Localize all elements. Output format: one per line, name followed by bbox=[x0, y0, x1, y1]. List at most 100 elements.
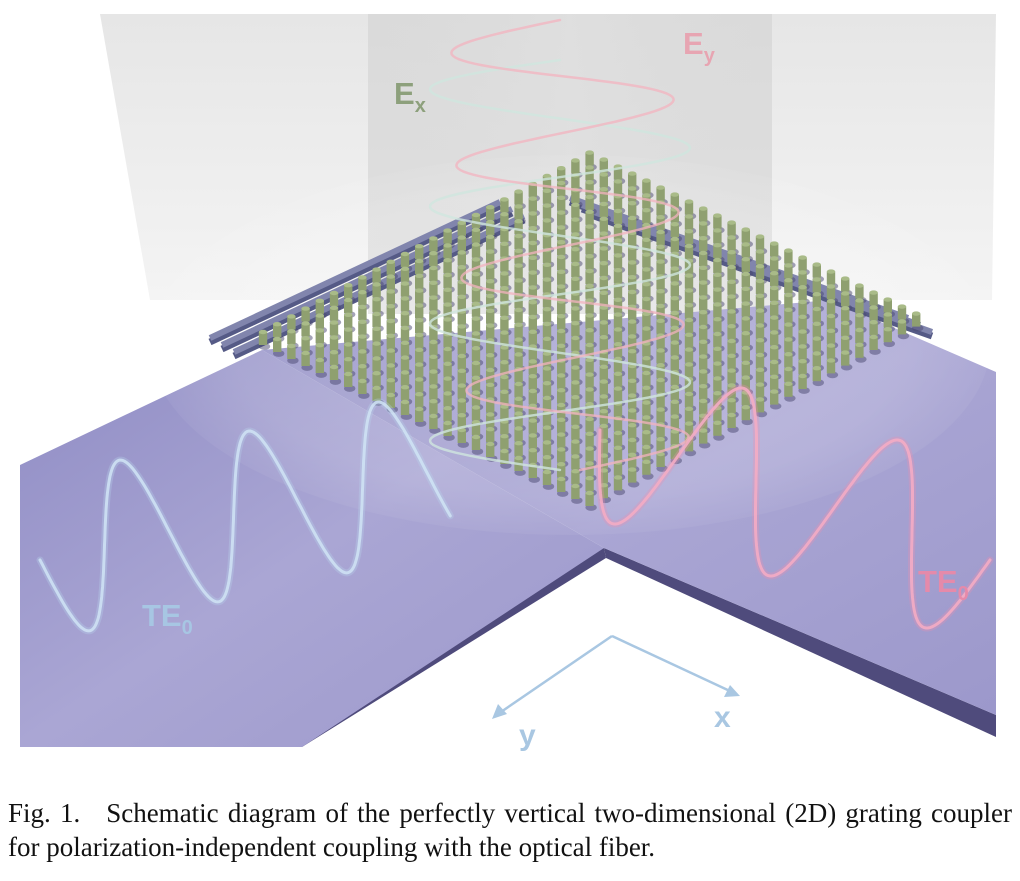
pillar-top bbox=[741, 345, 750, 351]
pillar bbox=[741, 303, 750, 317]
pillar-top bbox=[415, 406, 424, 412]
pillar-top bbox=[628, 186, 637, 191]
pillar bbox=[557, 183, 566, 196]
pillar-top bbox=[798, 285, 807, 290]
pillar bbox=[613, 388, 623, 402]
ex-label: Ex bbox=[394, 76, 426, 117]
pillar-top bbox=[585, 313, 594, 318]
pillar-top bbox=[457, 265, 466, 270]
pillar bbox=[869, 322, 878, 336]
pillar bbox=[784, 383, 793, 397]
pillar-top bbox=[528, 211, 537, 216]
pillar-top bbox=[642, 296, 651, 302]
pillar-top bbox=[542, 381, 552, 386]
pillar bbox=[613, 211, 623, 224]
pillar-top bbox=[812, 262, 821, 267]
pillar-top bbox=[613, 327, 623, 332]
pillar-top bbox=[443, 272, 452, 278]
pillar bbox=[798, 331, 807, 345]
pillar-top bbox=[329, 335, 339, 340]
pillar bbox=[613, 477, 623, 491]
pillar bbox=[386, 335, 395, 349]
pillar-top bbox=[415, 347, 424, 352]
pillar-top bbox=[684, 288, 694, 293]
pillar bbox=[443, 349, 452, 362]
axis-x-arrowhead bbox=[724, 685, 740, 697]
pillar-top bbox=[841, 291, 850, 296]
pillar bbox=[826, 271, 836, 285]
pillar-top bbox=[457, 220, 466, 225]
pillar bbox=[755, 384, 765, 398]
pillar bbox=[812, 338, 821, 352]
pillar-top bbox=[585, 254, 594, 259]
rail-side bbox=[208, 202, 502, 346]
pillar-top bbox=[670, 355, 679, 360]
pillar-top bbox=[699, 295, 708, 300]
pillar bbox=[684, 364, 694, 378]
pillar bbox=[699, 401, 708, 414]
pillar bbox=[585, 359, 594, 373]
pillar bbox=[883, 329, 892, 343]
pillar bbox=[486, 429, 495, 443]
pillar bbox=[628, 395, 637, 409]
pillar bbox=[642, 402, 651, 416]
pillar bbox=[699, 312, 708, 326]
pillar-top bbox=[457, 398, 466, 403]
pillar bbox=[457, 356, 466, 369]
pillar-top bbox=[358, 275, 367, 280]
pillar bbox=[869, 307, 878, 321]
pillar bbox=[670, 446, 679, 460]
pillar-top bbox=[471, 227, 481, 232]
pillar-top bbox=[585, 283, 594, 288]
pillar bbox=[542, 264, 552, 278]
pillar bbox=[528, 435, 537, 449]
pillar bbox=[301, 308, 310, 322]
pillar bbox=[599, 174, 608, 188]
axis-y-line bbox=[497, 634, 613, 716]
pillar bbox=[486, 325, 495, 339]
pillar-top bbox=[812, 366, 821, 371]
pillar bbox=[613, 270, 623, 284]
pillar-top bbox=[471, 390, 481, 395]
pillar bbox=[571, 486, 580, 499]
pillar bbox=[684, 320, 694, 333]
pillar-top bbox=[571, 321, 580, 326]
pillar bbox=[471, 437, 481, 450]
pillar-top bbox=[528, 285, 537, 290]
pillar bbox=[528, 257, 537, 271]
pillar-top bbox=[713, 257, 722, 263]
pillar-top bbox=[386, 318, 395, 324]
pillar-top bbox=[713, 272, 722, 277]
pillar bbox=[628, 410, 637, 424]
pillar bbox=[897, 321, 907, 335]
pillar bbox=[528, 391, 537, 404]
pillar bbox=[329, 337, 339, 351]
pillar-top bbox=[585, 461, 594, 466]
pillar bbox=[528, 183, 537, 197]
pillar-top bbox=[741, 271, 750, 277]
pillar-top bbox=[329, 305, 339, 310]
pillar-top bbox=[400, 266, 410, 271]
pillar-top bbox=[528, 300, 537, 305]
pillar-top bbox=[699, 369, 708, 374]
pillar bbox=[386, 365, 395, 379]
pillar-top bbox=[315, 313, 324, 318]
pillar bbox=[585, 433, 594, 447]
pillar bbox=[585, 389, 594, 403]
pillar-top bbox=[741, 375, 750, 380]
pillar bbox=[443, 275, 452, 288]
pillar bbox=[557, 390, 566, 404]
pillar bbox=[315, 300, 324, 314]
pillar bbox=[429, 327, 438, 341]
pillar-top bbox=[912, 311, 921, 316]
pillar bbox=[542, 412, 552, 426]
pillar-top bbox=[812, 351, 821, 356]
pillar bbox=[684, 349, 694, 363]
pillar-top bbox=[599, 453, 608, 458]
pillar bbox=[613, 285, 623, 298]
pillar bbox=[670, 387, 679, 400]
pillar-top bbox=[400, 325, 410, 331]
pillar bbox=[514, 428, 523, 442]
pillar bbox=[571, 264, 580, 277]
pillar bbox=[415, 379, 424, 393]
